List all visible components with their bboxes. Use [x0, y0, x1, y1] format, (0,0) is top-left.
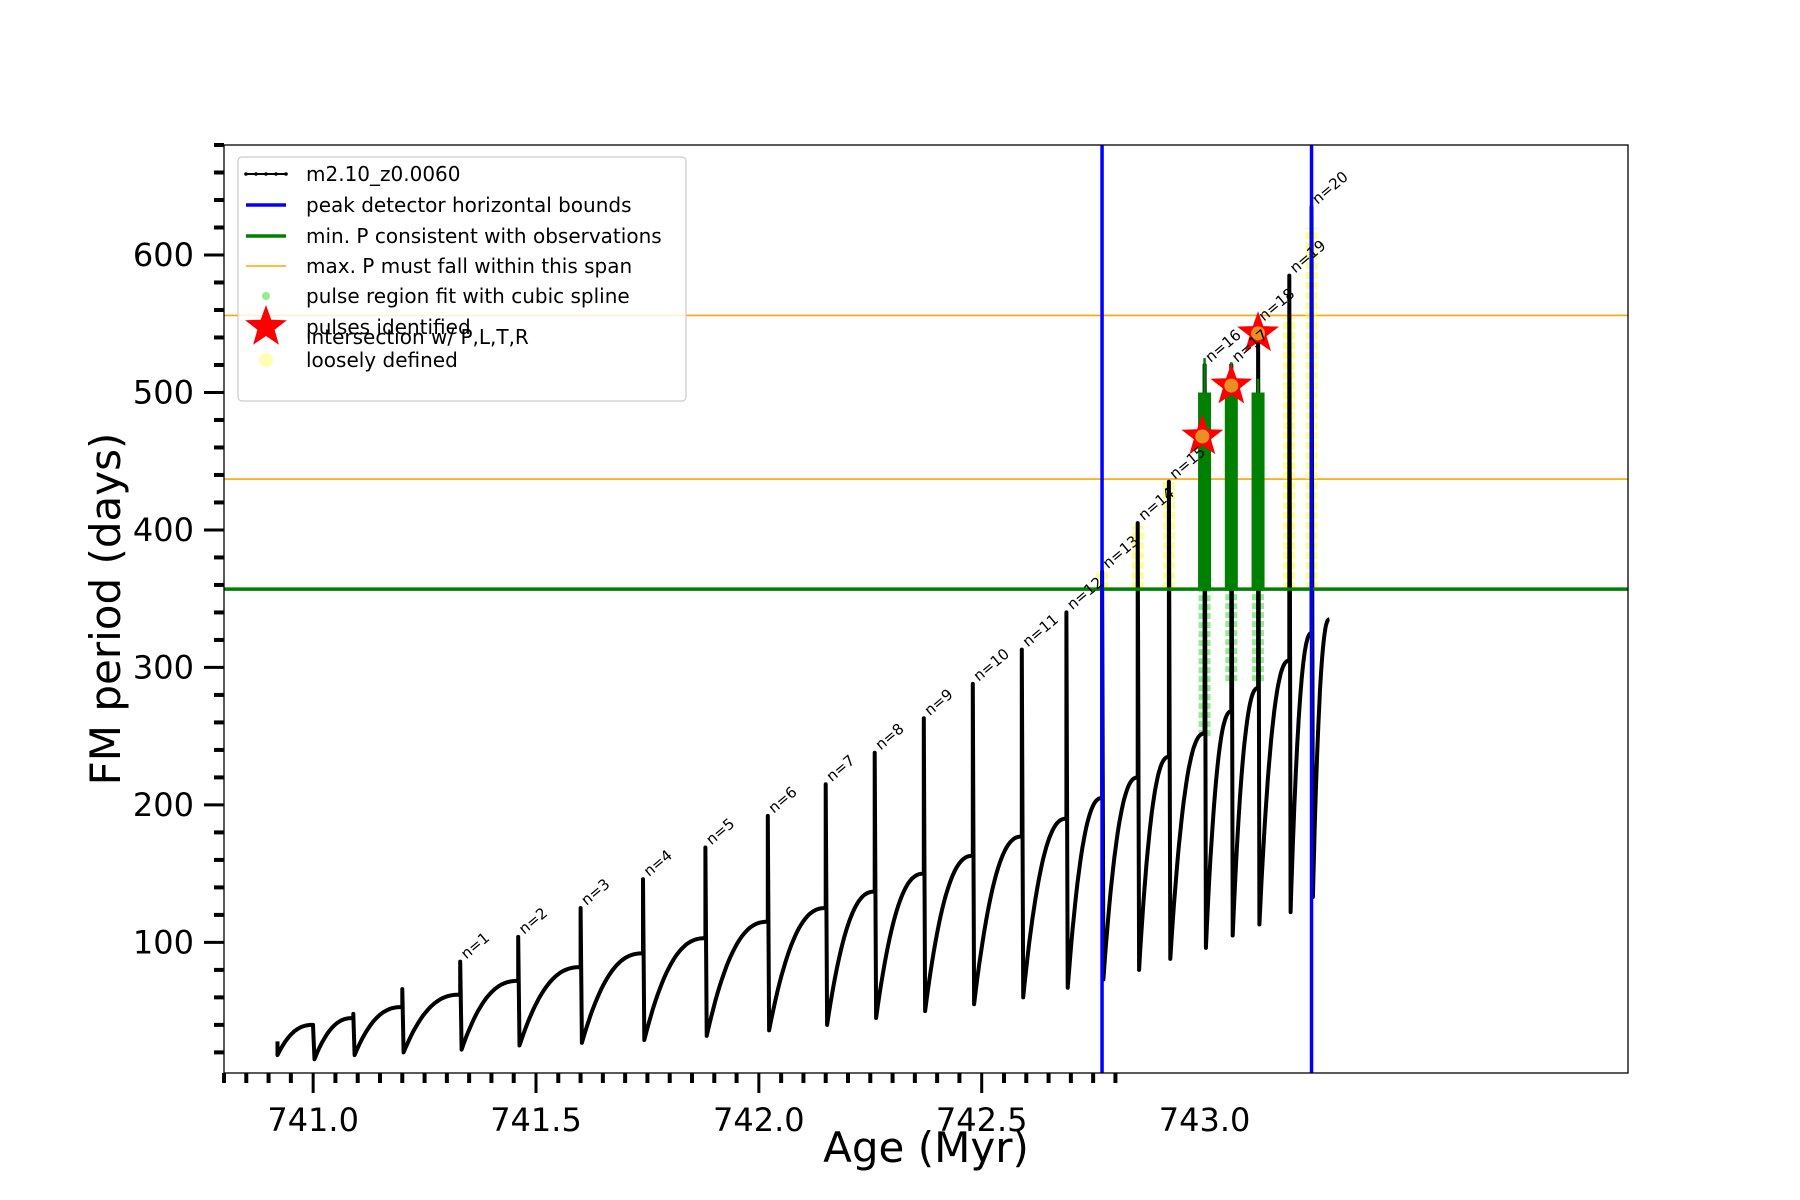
pulse-identified-center-3 [1251, 326, 1266, 341]
pulse-identified-center-2 [1224, 378, 1239, 393]
legend-label: pulse region fit with cubic spline [306, 284, 630, 308]
y-tick-label-200: 200 [133, 786, 194, 824]
legend-handle-dot [259, 353, 273, 367]
legend-handle-marker [284, 172, 288, 176]
legend-entry-4: max. P must fall within this span [246, 254, 632, 278]
pulse-identified-center-1 [1195, 429, 1210, 444]
legend-box [237, 156, 687, 402]
x-tick-label-743: 743.0 [1159, 1101, 1251, 1139]
x-tick-label-741-5: 741.5 [490, 1101, 582, 1139]
legend-label: max. P must fall within this span [306, 254, 632, 278]
legend-handle-star [245, 305, 287, 345]
legend-handle-marker [264, 172, 268, 176]
x-tick-label-742-5: 742.5 [936, 1101, 1028, 1139]
legend-handle-marker [274, 172, 278, 176]
legend-handle-marker [254, 172, 258, 176]
legend-handle-dot [262, 292, 270, 300]
y-tick-label-600: 600 [133, 236, 194, 274]
x-axis-label: Age (Myr) [823, 1123, 1029, 1172]
legend-label: m2.10_z0.0060 [306, 162, 461, 186]
legend-entry-5: pulse region fit with cubic spline [262, 284, 630, 308]
y-tick-label-500: 500 [133, 373, 194, 411]
x-tick-label-742: 742.0 [713, 1101, 805, 1139]
legend-label: peak detector horizontal bounds [306, 193, 632, 217]
x-tick-label-741: 741.0 [267, 1101, 359, 1139]
y-tick-label-400: 400 [133, 511, 194, 549]
legend-entry-3: min. P consistent with observations [246, 224, 662, 248]
y-tick-label-100: 100 [133, 923, 194, 961]
axis-ticks: 100 200 300 400 500 600 741.0 741.5 742.0 742.5 74… [133, 143, 1251, 1139]
legend-label: min. P consistent with observations [306, 224, 662, 248]
y-tick-label-300: 300 [133, 648, 194, 686]
legend-handle-marker [244, 172, 248, 176]
legend-entry-6: pulses identified [245, 305, 471, 345]
legend-label: loosely defined [306, 348, 458, 372]
legend-entry-2: peak detector horizontal bounds [246, 193, 632, 217]
plot-frame [223, 144, 1629, 1074]
legend-entry-1: m2.10_z0.0060 [244, 162, 461, 186]
y-axis-label: FM period (days) [81, 433, 130, 786]
legend-label: pulses identified [306, 315, 471, 339]
legend-label: intersection w/ P,L,T,R [306, 325, 529, 349]
series-line-m2-10-z0-0060 [275, 204, 1331, 1062]
